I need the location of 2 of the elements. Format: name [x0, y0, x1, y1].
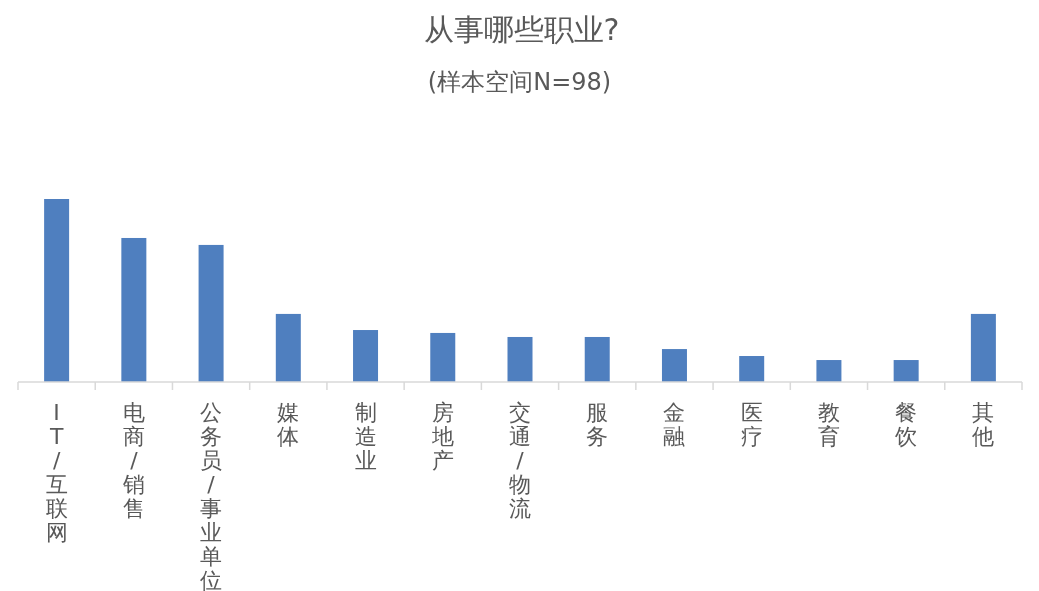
title: 从事哪些职业?	[423, 12, 620, 47]
subtitle: (样本空间N=98)	[427, 68, 612, 96]
